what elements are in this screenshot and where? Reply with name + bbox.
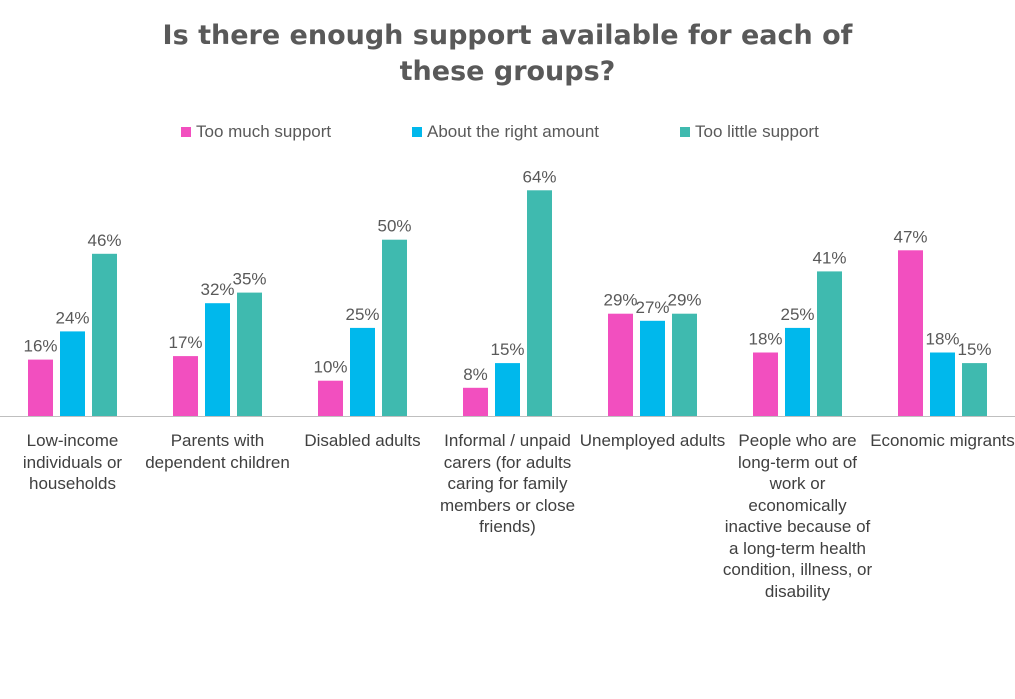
data-label: 10% — [313, 358, 347, 377]
bar — [28, 359, 53, 416]
bar — [527, 190, 552, 416]
data-label: 18% — [925, 330, 959, 349]
legend-swatch — [412, 127, 422, 137]
data-label: 16% — [23, 337, 57, 356]
bar — [495, 363, 520, 416]
data-label: 24% — [55, 308, 89, 327]
data-label: 64% — [522, 167, 556, 186]
bar — [350, 327, 375, 416]
bar — [173, 356, 198, 416]
chart-title-text: Is there enough support available for ea… — [162, 20, 853, 87]
bar — [382, 239, 407, 416]
data-label: 50% — [377, 217, 411, 236]
data-label: 35% — [232, 270, 266, 289]
legend-item: Too little support — [680, 120, 819, 144]
legend-item: About the right amount — [412, 120, 599, 144]
bar — [898, 250, 923, 416]
legend-item: Too much support — [181, 120, 331, 144]
legend-label: About the right amount — [427, 122, 600, 141]
data-label: 29% — [603, 291, 637, 310]
data-label: 18% — [748, 330, 782, 349]
category-label: Disabled adults — [304, 431, 421, 450]
bar — [962, 363, 987, 416]
data-label: 47% — [893, 227, 927, 246]
data-label: 27% — [635, 298, 669, 317]
data-label: 25% — [345, 305, 379, 324]
data-label: 32% — [200, 280, 234, 299]
bar — [92, 253, 117, 416]
bar — [753, 352, 778, 416]
category-label: Low-income individuals or households — [22, 431, 123, 493]
bar — [640, 320, 665, 416]
data-label: 29% — [667, 291, 701, 310]
category-label: Unemployed adults — [579, 431, 726, 450]
bar — [237, 292, 262, 416]
category-label: People who are long-term out of work or … — [722, 431, 873, 601]
legend-label: Too much support — [196, 122, 332, 141]
bar — [60, 331, 85, 416]
bar — [817, 271, 842, 416]
data-label: 15% — [957, 340, 991, 359]
data-label: 8% — [463, 365, 488, 384]
bar — [930, 352, 955, 416]
data-label: 25% — [780, 305, 814, 324]
legend-swatch — [680, 127, 690, 137]
legend-swatch — [181, 127, 191, 137]
category-label: Parents with dependent children — [145, 431, 290, 472]
chart-title: Is there enough support available for ea… — [0, 18, 1015, 90]
legend-label: Too little support — [695, 122, 819, 141]
legend: Too much support About the right amount To… — [0, 120, 1015, 144]
data-label: 15% — [490, 340, 524, 359]
bar — [318, 380, 343, 416]
bar — [608, 313, 633, 416]
data-label: 46% — [87, 231, 121, 250]
data-label: 17% — [168, 333, 202, 352]
bar — [672, 313, 697, 416]
bar — [785, 327, 810, 416]
category-label: Informal / unpaid carers (for adults car… — [439, 431, 576, 536]
category-label: Economic migrants — [870, 431, 1015, 450]
bar — [205, 303, 230, 416]
bar — [463, 387, 488, 416]
data-label: 41% — [812, 248, 846, 267]
